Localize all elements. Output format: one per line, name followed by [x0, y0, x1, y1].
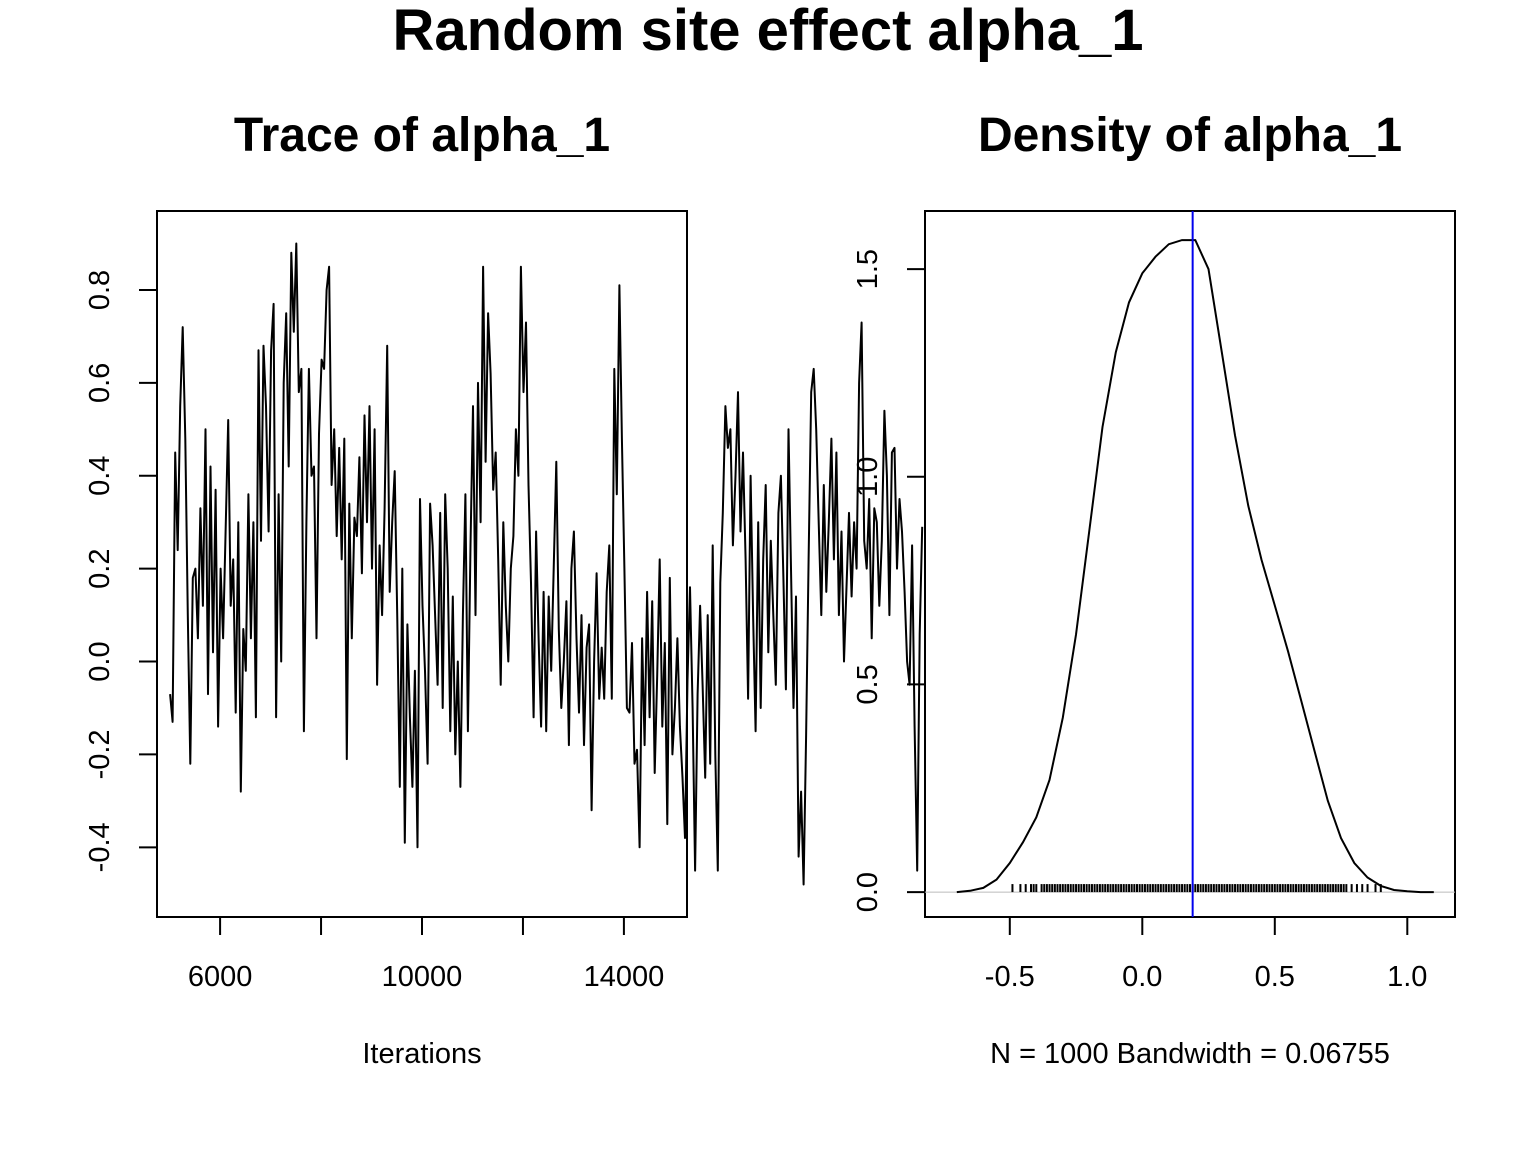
trace-y-axis: -0.4 -0.2 0.0 0.2 0.4 0.6 0.8 [84, 270, 157, 872]
density-y-axis: 0.0 0.5 1.0 1.5 [852, 249, 925, 912]
trace-title: Trace of alpha_1 [234, 109, 610, 162]
trace-y-tick-label: -0.4 [84, 822, 116, 872]
density-x-tick-label: 0.5 [1255, 961, 1295, 993]
density-y-tick-label: 0.0 [852, 872, 884, 912]
density-curve [956, 239, 1434, 894]
trace-x-tick-label: 14000 [584, 961, 665, 993]
trace-y-tick-label: 0.0 [84, 641, 116, 681]
density-y-tick-label: 1.5 [852, 249, 884, 289]
density-rug [1011, 884, 1382, 893]
trace-x-axis: 6000 10000 14000 [188, 917, 664, 993]
trace-y-tick-label: -0.2 [84, 729, 116, 779]
density-x-tick-label: 1.0 [1387, 961, 1427, 993]
density-x-tick-label: 0.0 [1122, 961, 1162, 993]
density-y-tick-label: 1.0 [852, 457, 884, 497]
density-panel: Density of alpha_1 -0.5 0.0 0.5 1.0 0.0 0.5 1… [852, 109, 1456, 1070]
density-x-axis: -0.5 0.0 0.5 1.0 [985, 917, 1427, 993]
density-title: Density of alpha_1 [978, 109, 1402, 162]
trace-x-tick-label: 10000 [382, 961, 463, 993]
trace-y-tick-label: 0.6 [84, 363, 116, 403]
density-plot-frame [924, 210, 1456, 918]
trace-y-tick-label: 0.8 [84, 270, 116, 310]
density-x-tick-label: -0.5 [985, 961, 1035, 993]
density-x-axis-label: N = 1000 Bandwidth = 0.06755 [990, 1038, 1390, 1070]
trace-x-axis-label: Iterations [362, 1038, 481, 1070]
trace-panel: Trace of alpha_1 6000 10000 14000 -0.4 -0.2… [84, 109, 924, 1070]
density-y-tick-label: 0.5 [852, 664, 884, 704]
trace-x-tick-label: 6000 [188, 961, 253, 993]
trace-series-line [169, 242, 924, 886]
trace-y-tick-label: 0.4 [84, 456, 116, 496]
main-title: Random site effect alpha_1 [393, 0, 1144, 63]
trace-y-tick-label: 0.2 [84, 548, 116, 588]
